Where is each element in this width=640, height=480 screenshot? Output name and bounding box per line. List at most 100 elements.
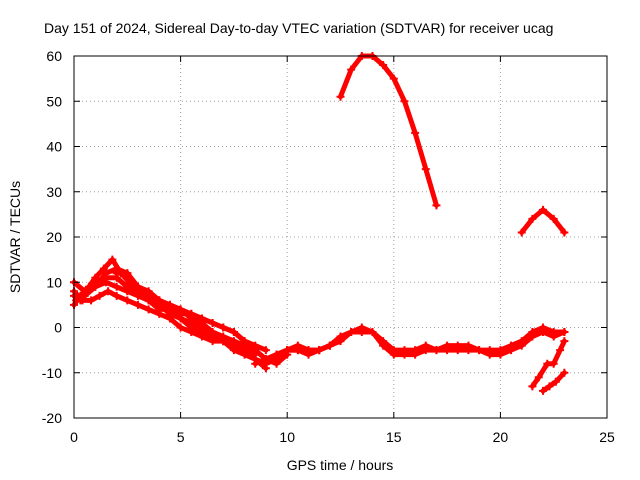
data-point: [400, 350, 409, 359]
data-point: [368, 328, 377, 337]
data-point: [528, 332, 537, 341]
data-point: [283, 346, 292, 355]
x-tick-label: 0: [70, 429, 78, 445]
data-point: [549, 332, 558, 341]
data-point: [261, 355, 270, 364]
data-point: [123, 282, 132, 291]
data-point: [517, 228, 526, 237]
data-point: [421, 346, 430, 355]
data-point: [91, 273, 100, 282]
data-point: [379, 61, 388, 70]
x-tick-label: 20: [493, 429, 509, 445]
data-point: [165, 314, 174, 323]
data-point: [219, 337, 228, 346]
grid: [74, 56, 607, 418]
x-tick-label: 25: [599, 429, 615, 445]
data-point: [304, 350, 313, 359]
data-point: [165, 305, 174, 314]
data-point: [443, 346, 452, 355]
y-tick-labels: -20 -10 0 10 20 30 40 50 60: [42, 48, 62, 426]
data-point: [347, 65, 356, 74]
data-point: [496, 350, 505, 359]
data-point: [197, 314, 206, 323]
data-point: [229, 328, 238, 337]
data-point: [251, 350, 260, 359]
data-point: [549, 359, 558, 368]
data-point: [208, 337, 217, 346]
data-point: [389, 74, 398, 83]
data-point: [219, 323, 228, 332]
data-point: [464, 346, 473, 355]
data-point: [539, 205, 548, 214]
data-point: [336, 92, 345, 101]
data-point: [187, 309, 196, 318]
data-point: [325, 341, 334, 350]
data-point: [144, 305, 153, 314]
data-point: [432, 346, 441, 355]
data-point: [528, 382, 537, 391]
data-point: [539, 386, 548, 395]
y-tick-label: 10: [46, 274, 62, 290]
data-point: [155, 305, 164, 314]
data-point: [539, 328, 548, 337]
data-point: [155, 296, 164, 305]
data-point: [99, 264, 108, 273]
x-tick-label: 15: [386, 429, 402, 445]
data-point: [240, 337, 249, 346]
chart-title: Day 151 of 2024, Sidereal Day-to-day VTE…: [44, 20, 553, 36]
data-point: [517, 341, 526, 350]
x-axis-label: GPS time / hours: [287, 457, 394, 473]
data-point: [101, 269, 110, 278]
data-point: [475, 346, 484, 355]
data-point: [84, 282, 93, 291]
data-point: [357, 323, 366, 332]
data-point: [104, 287, 113, 296]
x-tick-label: 5: [177, 429, 185, 445]
x-tick-label: 10: [279, 429, 295, 445]
data-point: [272, 359, 281, 368]
y-tick-label: 0: [54, 320, 62, 336]
data-point: [560, 228, 569, 237]
data-point: [95, 291, 104, 300]
data-point: [229, 341, 238, 350]
y-tick-label: 20: [46, 229, 62, 245]
data-point: [315, 346, 324, 355]
data-point: [551, 377, 560, 386]
y-tick-label: 50: [46, 93, 62, 109]
x-tick-labels: 0 5 10 15 20 25: [70, 429, 615, 445]
data-point: [534, 373, 543, 382]
data-point: [112, 291, 121, 300]
data-point: [240, 346, 249, 355]
data-point: [187, 328, 196, 337]
data-point: [560, 328, 569, 337]
data-point: [208, 318, 217, 327]
data-point: [176, 309, 185, 318]
data-point: [87, 296, 96, 305]
data-point: [176, 323, 185, 332]
data-point: [108, 255, 117, 264]
data-point: [560, 368, 569, 377]
data-point: [197, 332, 206, 341]
data-point: [133, 287, 142, 296]
data-point: [421, 165, 430, 174]
data-point: [560, 337, 569, 346]
plot-frame: [73, 55, 608, 419]
data-point: [144, 287, 153, 296]
data-point: [272, 350, 281, 359]
data-point: [411, 350, 420, 359]
data-point: [293, 346, 302, 355]
data-point: [545, 382, 554, 391]
data-point: [123, 269, 132, 278]
data-point: [347, 328, 356, 337]
data-series: [70, 52, 569, 395]
data-point: [261, 346, 270, 355]
data-point: [379, 341, 388, 350]
data-point: [123, 296, 132, 305]
data-point: [112, 282, 121, 291]
y-tick-label: 30: [46, 184, 62, 200]
data-point: [400, 97, 409, 106]
data-point: [507, 346, 516, 355]
data-point: [453, 346, 462, 355]
data-point: [389, 350, 398, 359]
